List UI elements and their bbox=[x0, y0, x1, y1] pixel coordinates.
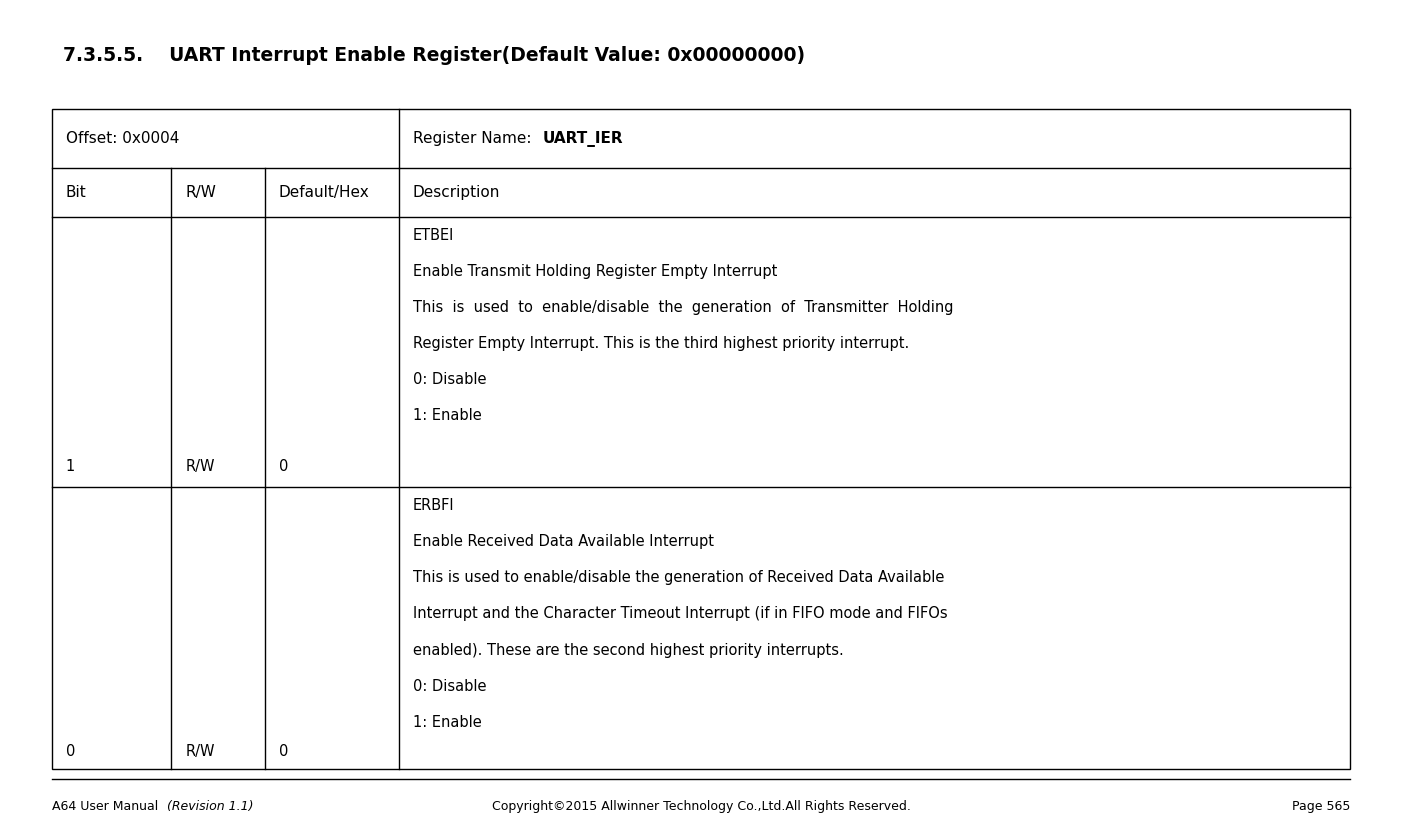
Text: Register Name:: Register Name: bbox=[412, 131, 536, 146]
Text: R/W: R/W bbox=[185, 185, 216, 200]
Text: Register Empty Interrupt. This is the third highest priority interrupt.: Register Empty Interrupt. This is the th… bbox=[412, 336, 908, 351]
Text: 0: 0 bbox=[66, 744, 76, 759]
Text: 0: 0 bbox=[279, 459, 289, 474]
Text: 1: 1 bbox=[66, 459, 76, 474]
Text: 0: Disable: 0: Disable bbox=[412, 679, 486, 694]
Text: Copyright©2015 Allwinner Technology Co.,Ltd.All Rights Reserved.: Copyright©2015 Allwinner Technology Co.,… bbox=[492, 800, 910, 812]
Text: Description: Description bbox=[412, 185, 501, 200]
Text: enabled). These are the second highest priority interrupts.: enabled). These are the second highest p… bbox=[412, 643, 843, 658]
Text: Interrupt and the Character Timeout Interrupt (if in FIFO mode and FIFOs: Interrupt and the Character Timeout Inte… bbox=[412, 606, 948, 622]
Text: Default/Hex: Default/Hex bbox=[279, 185, 370, 200]
Text: Page 565: Page 565 bbox=[1291, 800, 1350, 812]
Text: 0: Disable: 0: Disable bbox=[412, 372, 486, 387]
Text: 0: 0 bbox=[279, 744, 289, 759]
Text: 1: Enable: 1: Enable bbox=[412, 715, 481, 730]
Text: This is used to enable/disable the generation of Received Data Available: This is used to enable/disable the gener… bbox=[412, 570, 944, 585]
Text: Enable Transmit Holding Register Empty Interrupt: Enable Transmit Holding Register Empty I… bbox=[412, 264, 777, 279]
Text: This  is  used  to  enable/disable  the  generation  of  Transmitter  Holding: This is used to enable/disable the gener… bbox=[412, 300, 953, 315]
Text: R/W: R/W bbox=[185, 459, 215, 474]
Text: UART_IER: UART_IER bbox=[543, 130, 624, 147]
Text: 7.3.5.5.    UART Interrupt Enable Register(Default Value: 0x00000000): 7.3.5.5. UART Interrupt Enable Register(… bbox=[63, 46, 805, 66]
Text: R/W: R/W bbox=[185, 744, 215, 759]
Text: 1: Enable: 1: Enable bbox=[412, 408, 481, 423]
Text: A64 User Manual: A64 User Manual bbox=[52, 800, 158, 812]
Text: ERBFI: ERBFI bbox=[412, 498, 454, 513]
Text: Offset: 0x0004: Offset: 0x0004 bbox=[66, 131, 179, 146]
Text: ETBEI: ETBEI bbox=[412, 228, 454, 243]
Text: (Revision 1.1): (Revision 1.1) bbox=[167, 800, 254, 812]
Text: Bit: Bit bbox=[66, 185, 87, 200]
Text: Enable Received Data Available Interrupt: Enable Received Data Available Interrupt bbox=[412, 534, 714, 549]
